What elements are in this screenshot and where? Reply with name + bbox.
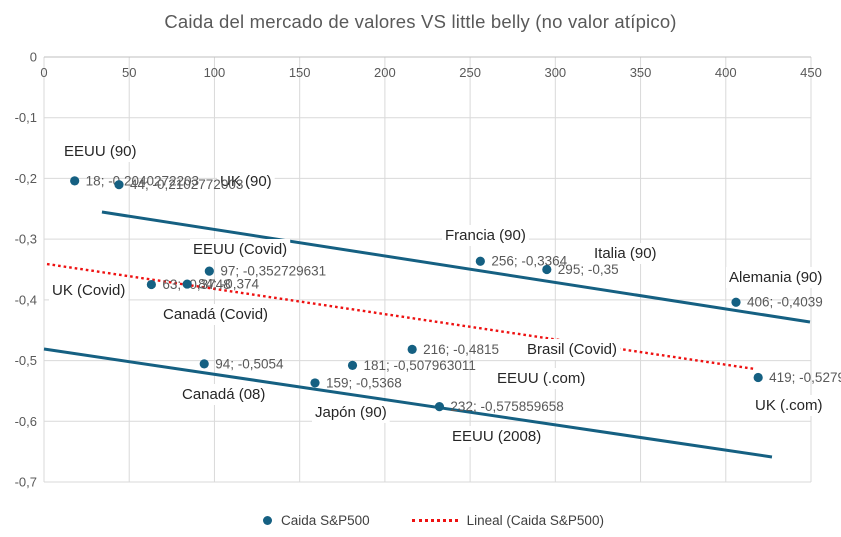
data-point xyxy=(407,344,417,354)
x-axis-tick-label: 350 xyxy=(630,65,652,80)
data-point-label: 97; -0,352729631 xyxy=(220,264,326,279)
legend-label-series: Caida S&P500 xyxy=(281,512,370,528)
annotation-background xyxy=(726,267,826,288)
annotation-background xyxy=(524,339,621,360)
country-annotation: Japón (90) xyxy=(315,404,387,421)
y-axis-tick-label: -0,6 xyxy=(15,414,37,429)
data-point-label: 63; -0,3748 xyxy=(162,277,230,292)
data-point xyxy=(114,180,124,190)
annotation-background xyxy=(49,280,129,301)
data-point-label: 216; -0,4815 xyxy=(423,342,499,357)
data-point xyxy=(753,372,763,383)
data-point-label: 18; -0,2040272203 xyxy=(86,173,199,188)
data-point xyxy=(182,279,192,289)
data-point-label: 295; -0,35 xyxy=(558,262,619,277)
x-axis-tick-label: 400 xyxy=(715,65,737,80)
annotation-background xyxy=(752,395,826,416)
country-annotation: EEUU (90) xyxy=(64,143,137,160)
solid-trendline xyxy=(43,347,773,459)
y-axis-tick-label: -0,3 xyxy=(15,232,37,247)
data-point xyxy=(70,176,80,186)
country-annotation: UK (.com) xyxy=(755,397,823,414)
annotation-background xyxy=(449,426,545,447)
legend-item-series: Caida S&P500 xyxy=(263,513,370,528)
y-axis-tick-label: 0 xyxy=(30,50,37,65)
data-point-label: 256; -0,3364 xyxy=(491,254,567,269)
scatter-marker-icon xyxy=(263,515,273,525)
data-point xyxy=(434,402,445,412)
country-annotation: EEUU (2008) xyxy=(452,428,541,445)
dotted-trendline xyxy=(46,262,756,371)
x-axis-tick-label: 300 xyxy=(544,65,566,80)
country-annotation: UK (Covid) xyxy=(52,282,125,299)
x-axis-tick-label: 0 xyxy=(40,65,47,80)
annotation-background xyxy=(160,304,272,325)
country-annotation: EEUU (.com) xyxy=(497,370,585,387)
x-axis-tick-label: 450 xyxy=(800,65,822,80)
x-axis-tick-label: 150 xyxy=(289,65,311,80)
x-axis-tick-label: 50 xyxy=(122,65,136,80)
country-annotation: Canadá (Covid) xyxy=(163,306,268,323)
dotted-trendline-icon xyxy=(411,518,458,522)
country-annotation: Alemania (90) xyxy=(729,269,822,286)
data-point-label: 44; -0,2102772003 xyxy=(130,177,243,192)
country-annotation: Canadá (08) xyxy=(182,386,265,403)
data-point xyxy=(731,297,741,307)
data-point-label: 406; -0,4039 xyxy=(747,295,823,310)
data-point xyxy=(475,256,485,266)
data-point-label: 94; -0,5054 xyxy=(215,356,284,371)
data-point xyxy=(310,378,320,388)
x-axis-tick-label: 100 xyxy=(204,65,226,80)
data-point-label: 232; -0,575859658 xyxy=(450,399,563,414)
data-point-label: 181; -0,507963011 xyxy=(364,358,476,373)
solid-trendline xyxy=(101,210,811,324)
data-point-label: 84; -0,374 xyxy=(198,277,259,292)
y-axis-tick-label: -0,7 xyxy=(15,475,37,490)
country-annotation: EEUU (Covid) xyxy=(193,241,287,258)
x-axis-tick-label: 200 xyxy=(374,65,396,80)
data-point-label: 159; -0,5368 xyxy=(326,375,402,390)
annotation-background xyxy=(494,368,589,389)
annotation-background xyxy=(179,384,269,405)
chart-title: Caida del mercado de valores VS little b… xyxy=(164,11,677,32)
chart-legend: Caida S&P500 Lineal (Caida S&P500) xyxy=(0,507,841,533)
y-axis-tick-label: -0,4 xyxy=(15,292,37,307)
data-point xyxy=(199,359,209,369)
annotation-background xyxy=(61,141,140,162)
annotation-background xyxy=(442,225,529,246)
country-annotation: Italia (90) xyxy=(594,245,657,262)
data-point xyxy=(542,264,552,275)
y-axis-tick-label: -0,1 xyxy=(15,110,37,125)
legend-item-trendline: Lineal (Caida S&P500) xyxy=(411,512,604,528)
country-annotation: Francia (90) xyxy=(445,227,526,244)
annotation-background xyxy=(312,402,390,423)
annotation-background xyxy=(217,171,275,192)
y-axis-tick-label: -0,5 xyxy=(15,353,37,368)
annotation-background xyxy=(190,239,291,260)
data-point xyxy=(204,266,214,276)
country-annotation: Brasil (Covid) xyxy=(527,341,617,358)
data-point xyxy=(146,279,156,290)
y-axis-tick-label: -0,2 xyxy=(15,171,37,186)
annotation-background xyxy=(591,243,660,264)
x-axis-tick-label: 250 xyxy=(459,65,481,80)
data-point-label: 419; -0,5279 xyxy=(769,370,841,385)
country-annotation: UK (90) xyxy=(220,173,272,190)
data-point xyxy=(347,360,358,371)
legend-label-trendline: Lineal (Caida S&P500) xyxy=(466,512,604,528)
